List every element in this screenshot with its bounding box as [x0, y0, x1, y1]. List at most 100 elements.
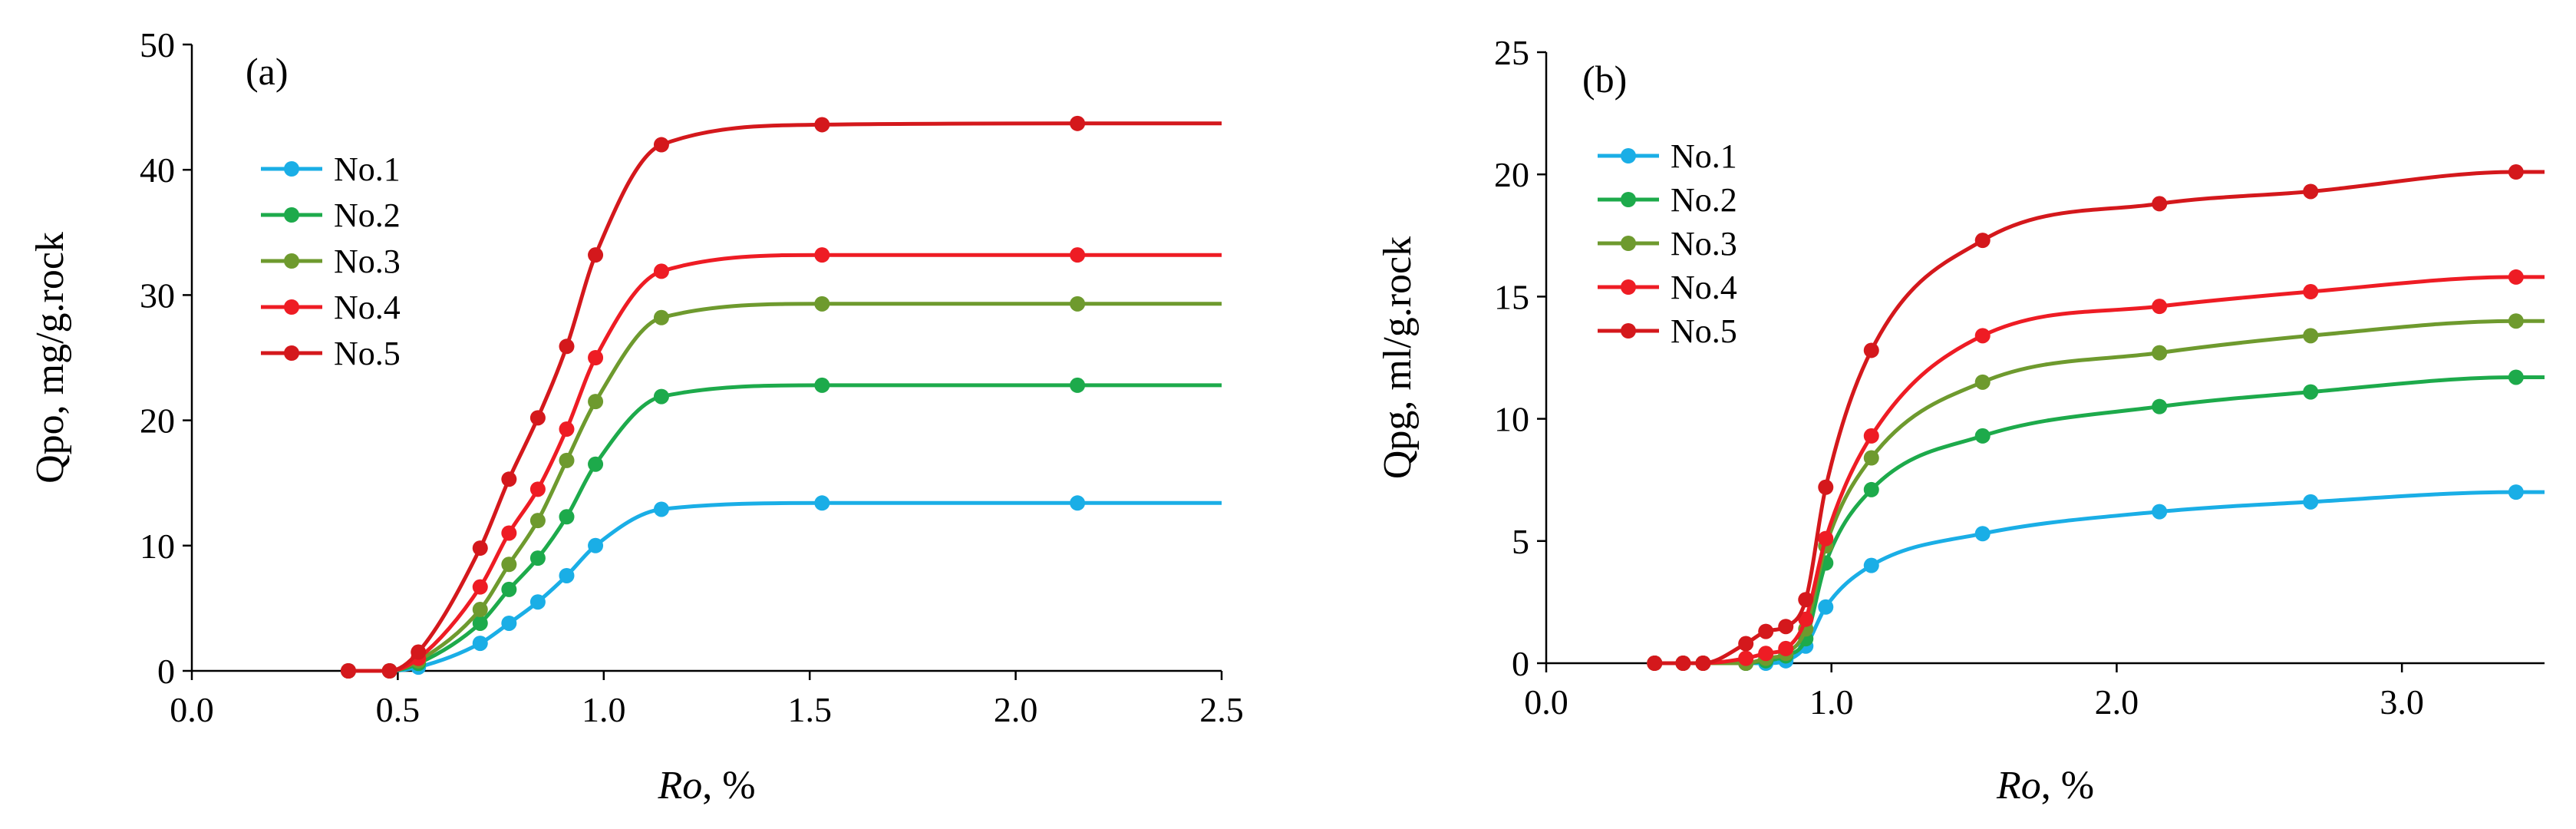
legend-label: No.1	[1671, 137, 1737, 175]
legend-entry: No.4	[261, 289, 401, 326]
data-point	[559, 509, 575, 525]
panel-label: (a)	[246, 50, 289, 93]
legend-marker	[284, 345, 299, 361]
data-point	[529, 550, 546, 566]
data-point	[2303, 494, 2319, 510]
y-tick-label: 50	[140, 25, 175, 64]
data-point	[1070, 115, 1086, 131]
data-point	[1738, 636, 1754, 652]
x-tick-label: 1.5	[787, 690, 832, 729]
panel-label: (b)	[1582, 58, 1627, 101]
legend-entry: No.3	[1598, 225, 1737, 263]
y-axis-label: Qpg, ml/g.rock	[1376, 236, 1420, 479]
y-tick-label: 20	[140, 401, 175, 441]
data-point	[2152, 196, 2168, 212]
data-point	[559, 421, 575, 438]
y-tick-label: 30	[140, 276, 175, 315]
data-point	[1738, 650, 1754, 666]
x-axis-label-rest: , %	[702, 764, 755, 808]
data-point	[1863, 557, 1879, 573]
x-tick-label: 3.0	[2380, 682, 2424, 722]
legend-marker	[1621, 279, 1636, 295]
data-point	[1974, 328, 1991, 344]
legend-marker	[284, 299, 299, 315]
data-point	[653, 309, 669, 325]
data-point	[472, 636, 488, 652]
data-point	[588, 394, 604, 410]
data-point	[653, 501, 669, 517]
legend-marker	[284, 161, 299, 177]
y-tick-label: 15	[1494, 277, 1529, 316]
data-point	[814, 495, 830, 511]
x-tick-label: 2.0	[2095, 682, 2139, 722]
data-point	[2508, 164, 2524, 180]
legend-label: No.1	[334, 150, 401, 188]
data-point	[501, 471, 517, 487]
data-point	[1974, 233, 1991, 249]
legend-label: No.5	[1671, 312, 1737, 350]
data-point	[1798, 611, 1814, 627]
data-point	[529, 410, 546, 426]
series-no-5	[1647, 164, 2545, 671]
data-point	[653, 263, 669, 279]
series-line	[348, 383, 1222, 673]
x-tick-label: 0.5	[376, 690, 421, 729]
data-point	[529, 594, 546, 610]
legend-entry: No.2	[1598, 181, 1737, 219]
data-point	[1974, 526, 1991, 542]
panel-a: 0 10 20 30 40 50 0.0 0.5 1.0 1.5 2.0 2.5 Ro, % Qpo, m…	[28, 25, 1244, 808]
y-axis-label: Qpo, mg/g.rock	[28, 232, 72, 484]
data-point	[1863, 481, 1879, 497]
legend-label: No.3	[334, 243, 401, 280]
data-point	[2152, 345, 2168, 361]
legend-label: No.4	[334, 289, 401, 326]
data-point	[2508, 269, 2524, 285]
legend-marker	[1621, 148, 1636, 163]
data-point	[559, 567, 575, 583]
panel-b: 0 5 10 15 20 25 0.0 1.0 2.0 3.0 Ro, % Qpg, ml/g.roc…	[1376, 33, 2545, 808]
data-point	[381, 663, 397, 679]
x-axis-label-italic: Ro	[657, 764, 702, 808]
x-axis-label: Ro, %	[657, 764, 755, 808]
data-point	[2152, 299, 2168, 315]
x-tick-label: 2.0	[994, 690, 1038, 729]
data-point	[588, 247, 604, 263]
x-tick-label: 2.5	[1199, 690, 1244, 729]
legend-label: No.4	[1671, 269, 1737, 306]
series-line	[348, 302, 1222, 673]
x-axis-label: Ro, %	[1996, 764, 2094, 808]
x-tick-label: 1.0	[582, 690, 626, 729]
data-point	[2303, 284, 2319, 300]
data-point	[501, 581, 517, 597]
data-point	[2508, 369, 2524, 385]
x-tick-label: 0.0	[1524, 682, 1568, 722]
x-tick-label: 1.0	[1809, 682, 1854, 722]
data-point	[1758, 646, 1774, 662]
data-point	[1818, 479, 1834, 495]
data-point	[2508, 484, 2524, 500]
data-point	[2303, 183, 2319, 200]
legend-entry: No.5	[1598, 312, 1737, 350]
data-point	[411, 644, 427, 660]
x-axis-label-rest: , %	[2041, 764, 2094, 808]
data-point	[588, 456, 604, 472]
x-axis-label-italic: Ro	[1996, 764, 2041, 808]
data-point	[814, 377, 830, 393]
data-point	[2303, 384, 2319, 400]
data-point	[340, 663, 356, 679]
data-point	[501, 525, 517, 541]
legend-entry: No.2	[261, 197, 401, 234]
data-point	[472, 615, 488, 631]
data-point	[1070, 495, 1086, 511]
data-point	[472, 540, 488, 557]
data-point	[1818, 530, 1834, 547]
data-point	[814, 247, 830, 263]
data-point	[1974, 374, 1991, 390]
data-point	[501, 615, 517, 631]
legend-label: No.2	[1671, 181, 1737, 219]
legend-marker	[1621, 192, 1636, 207]
y-tick-label: 0	[1512, 644, 1529, 683]
data-point	[1798, 592, 1814, 608]
data-point	[2152, 504, 2168, 520]
